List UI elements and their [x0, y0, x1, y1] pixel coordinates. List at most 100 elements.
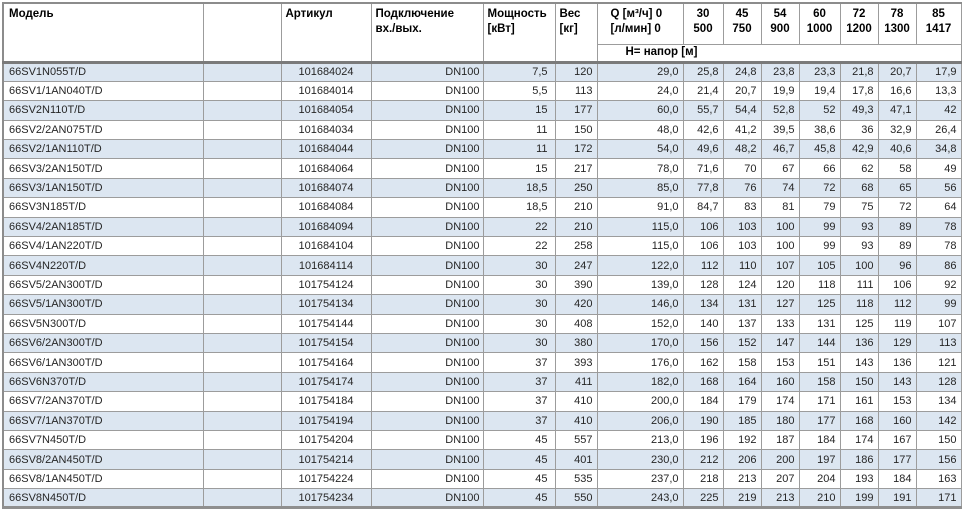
head-value-cell: 185	[722, 410, 762, 431]
head-value-cell: 118	[798, 274, 841, 296]
model-cell: 66SV2N110T/D	[2, 100, 204, 121]
head-value-cell: 150	[915, 429, 962, 451]
head-value-cell: 64	[915, 197, 962, 218]
head-value-cell: 206,0	[596, 410, 684, 431]
head-value-cell: 158	[722, 352, 762, 373]
header-row-main: Модель Артикул Подключение вх./вых. Мощн…	[2, 2, 962, 63]
head-value-cell: 127	[760, 294, 800, 315]
head-value-cell: 67	[760, 158, 800, 179]
head-value-cell: 119	[877, 313, 917, 334]
article-cell: 101684084	[280, 197, 372, 218]
article-cell: 101754224	[280, 468, 372, 490]
power-cell: 45	[482, 468, 556, 490]
weight-cell: 258	[554, 236, 598, 257]
connection-cell: DN100	[370, 216, 484, 238]
weight-cell: 210	[554, 197, 598, 218]
head-value-cell: 100	[839, 255, 879, 276]
head-value-cell: 213	[722, 468, 762, 490]
head-value-cell: 110	[722, 255, 762, 276]
head-value-cell: 160	[877, 410, 917, 431]
head-value-cell: 17,9	[915, 60, 962, 82]
head-value-cell: 25,8	[682, 60, 724, 82]
connection-cell: DN100	[370, 100, 484, 121]
head-value-cell: 193	[839, 468, 879, 490]
head-value-cell: 106	[682, 216, 724, 238]
weight-cell: 380	[554, 332, 598, 354]
connection-cell: DN100	[370, 429, 484, 451]
spacer-cell	[202, 255, 282, 276]
head-value-cell: 218	[682, 468, 724, 490]
head-value-cell: 136	[839, 332, 879, 354]
head-value-cell: 134	[682, 294, 724, 315]
model-cell: 66SV3/2AN150T/D	[2, 158, 204, 179]
connection-cell: DN100	[370, 139, 484, 160]
model-cell: 66SV2/1AN110T/D	[2, 139, 204, 160]
head-value-cell: 72	[877, 197, 917, 218]
head-value-cell: 219	[722, 488, 762, 510]
column-header-spacer	[202, 2, 282, 63]
model-cell: 66SV8/1AN450T/D	[2, 468, 204, 490]
table-row: 66SV7/1AN370T/D 101754194 DN100 37 410 206,0 1…	[2, 410, 962, 431]
connection-cell: DN100	[370, 468, 484, 490]
head-value-cell: 200	[760, 449, 800, 470]
model-cell: 66SV4/1AN220T/D	[2, 236, 204, 257]
column-header-flow-30: 30 500	[682, 2, 724, 45]
column-header-flow-54: 54 900	[760, 2, 800, 45]
table-row: 66SV8N450T/D 101754234 DN100 45 550 243,0 225 2…	[2, 488, 962, 510]
head-value-cell: 176,0	[596, 352, 684, 373]
head-value-cell: 19,9	[760, 80, 800, 102]
power-cell: 22	[482, 236, 556, 257]
head-value-cell: 40,6	[877, 139, 917, 160]
head-value-cell: 170,0	[596, 332, 684, 354]
head-value-cell: 78	[915, 216, 962, 238]
head-value-cell: 210	[798, 488, 841, 510]
spacer-cell	[202, 410, 282, 431]
power-cell: 30	[482, 274, 556, 296]
head-value-cell: 77,8	[682, 177, 724, 199]
head-value-cell: 139,0	[596, 274, 684, 296]
column-header-flow-78: 78 1300	[877, 2, 917, 45]
head-value-cell: 147	[760, 332, 800, 354]
head-value-cell: 187	[760, 429, 800, 451]
head-value-cell: 42,9	[839, 139, 879, 160]
head-value-cell: 79	[798, 197, 841, 218]
head-value-cell: 237,0	[596, 468, 684, 490]
head-value-cell: 56	[915, 177, 962, 199]
head-value-cell: 144	[798, 332, 841, 354]
head-value-cell: 111	[839, 274, 879, 296]
spacer-cell	[202, 332, 282, 354]
table-row: 66SV2/2AN075T/D 101684034 DN100 11 150 48,0 42…	[2, 119, 962, 141]
model-cell: 66SV7/2AN370T/D	[2, 391, 204, 412]
connection-cell: DN100	[370, 313, 484, 334]
table-row: 66SV3N185T/D 101684084 DN100 18,5 210 91,0 84,…	[2, 197, 962, 218]
head-value-cell: 161	[839, 391, 879, 412]
head-value-cell: 85,0	[596, 177, 684, 199]
column-header-article: Артикул	[280, 2, 372, 63]
head-value-cell: 103	[722, 236, 762, 257]
head-value-cell: 115,0	[596, 236, 684, 257]
table-row: 66SV3/1AN150T/D 101684074 DN100 18,5 250 85,0…	[2, 177, 962, 199]
spacer-cell	[202, 449, 282, 470]
article-cell: 101684024	[280, 60, 372, 82]
power-cell: 45	[482, 449, 556, 470]
table-row: 66SV6N370T/D 101754174 DN100 37 411 182,0 168 1…	[2, 371, 962, 393]
head-value-cell: 225	[682, 488, 724, 510]
head-value-cell: 212	[682, 449, 724, 470]
head-value-cell: 153	[760, 352, 800, 373]
table-row: 66SV7N450T/D 101754204 DN100 45 557 213,0 196 1…	[2, 429, 962, 451]
weight-cell: 557	[554, 429, 598, 451]
column-header-flow-85: 85 1417	[915, 2, 962, 45]
article-cell: 101754204	[280, 429, 372, 451]
power-cell: 37	[482, 371, 556, 393]
head-value-cell: 78	[915, 236, 962, 257]
head-value-cell: 81	[760, 197, 800, 218]
table-row: 66SV2/1AN110T/D 101684044 DN100 11 172 54,0 49…	[2, 139, 962, 160]
connection-cell: DN100	[370, 197, 484, 218]
power-cell: 45	[482, 429, 556, 451]
power-cell: 30	[482, 294, 556, 315]
weight-cell: 390	[554, 274, 598, 296]
article-cell: 101754154	[280, 332, 372, 354]
power-cell: 7,5	[482, 60, 556, 82]
head-value-cell: 48,0	[596, 119, 684, 141]
head-value-cell: 32,9	[877, 119, 917, 141]
